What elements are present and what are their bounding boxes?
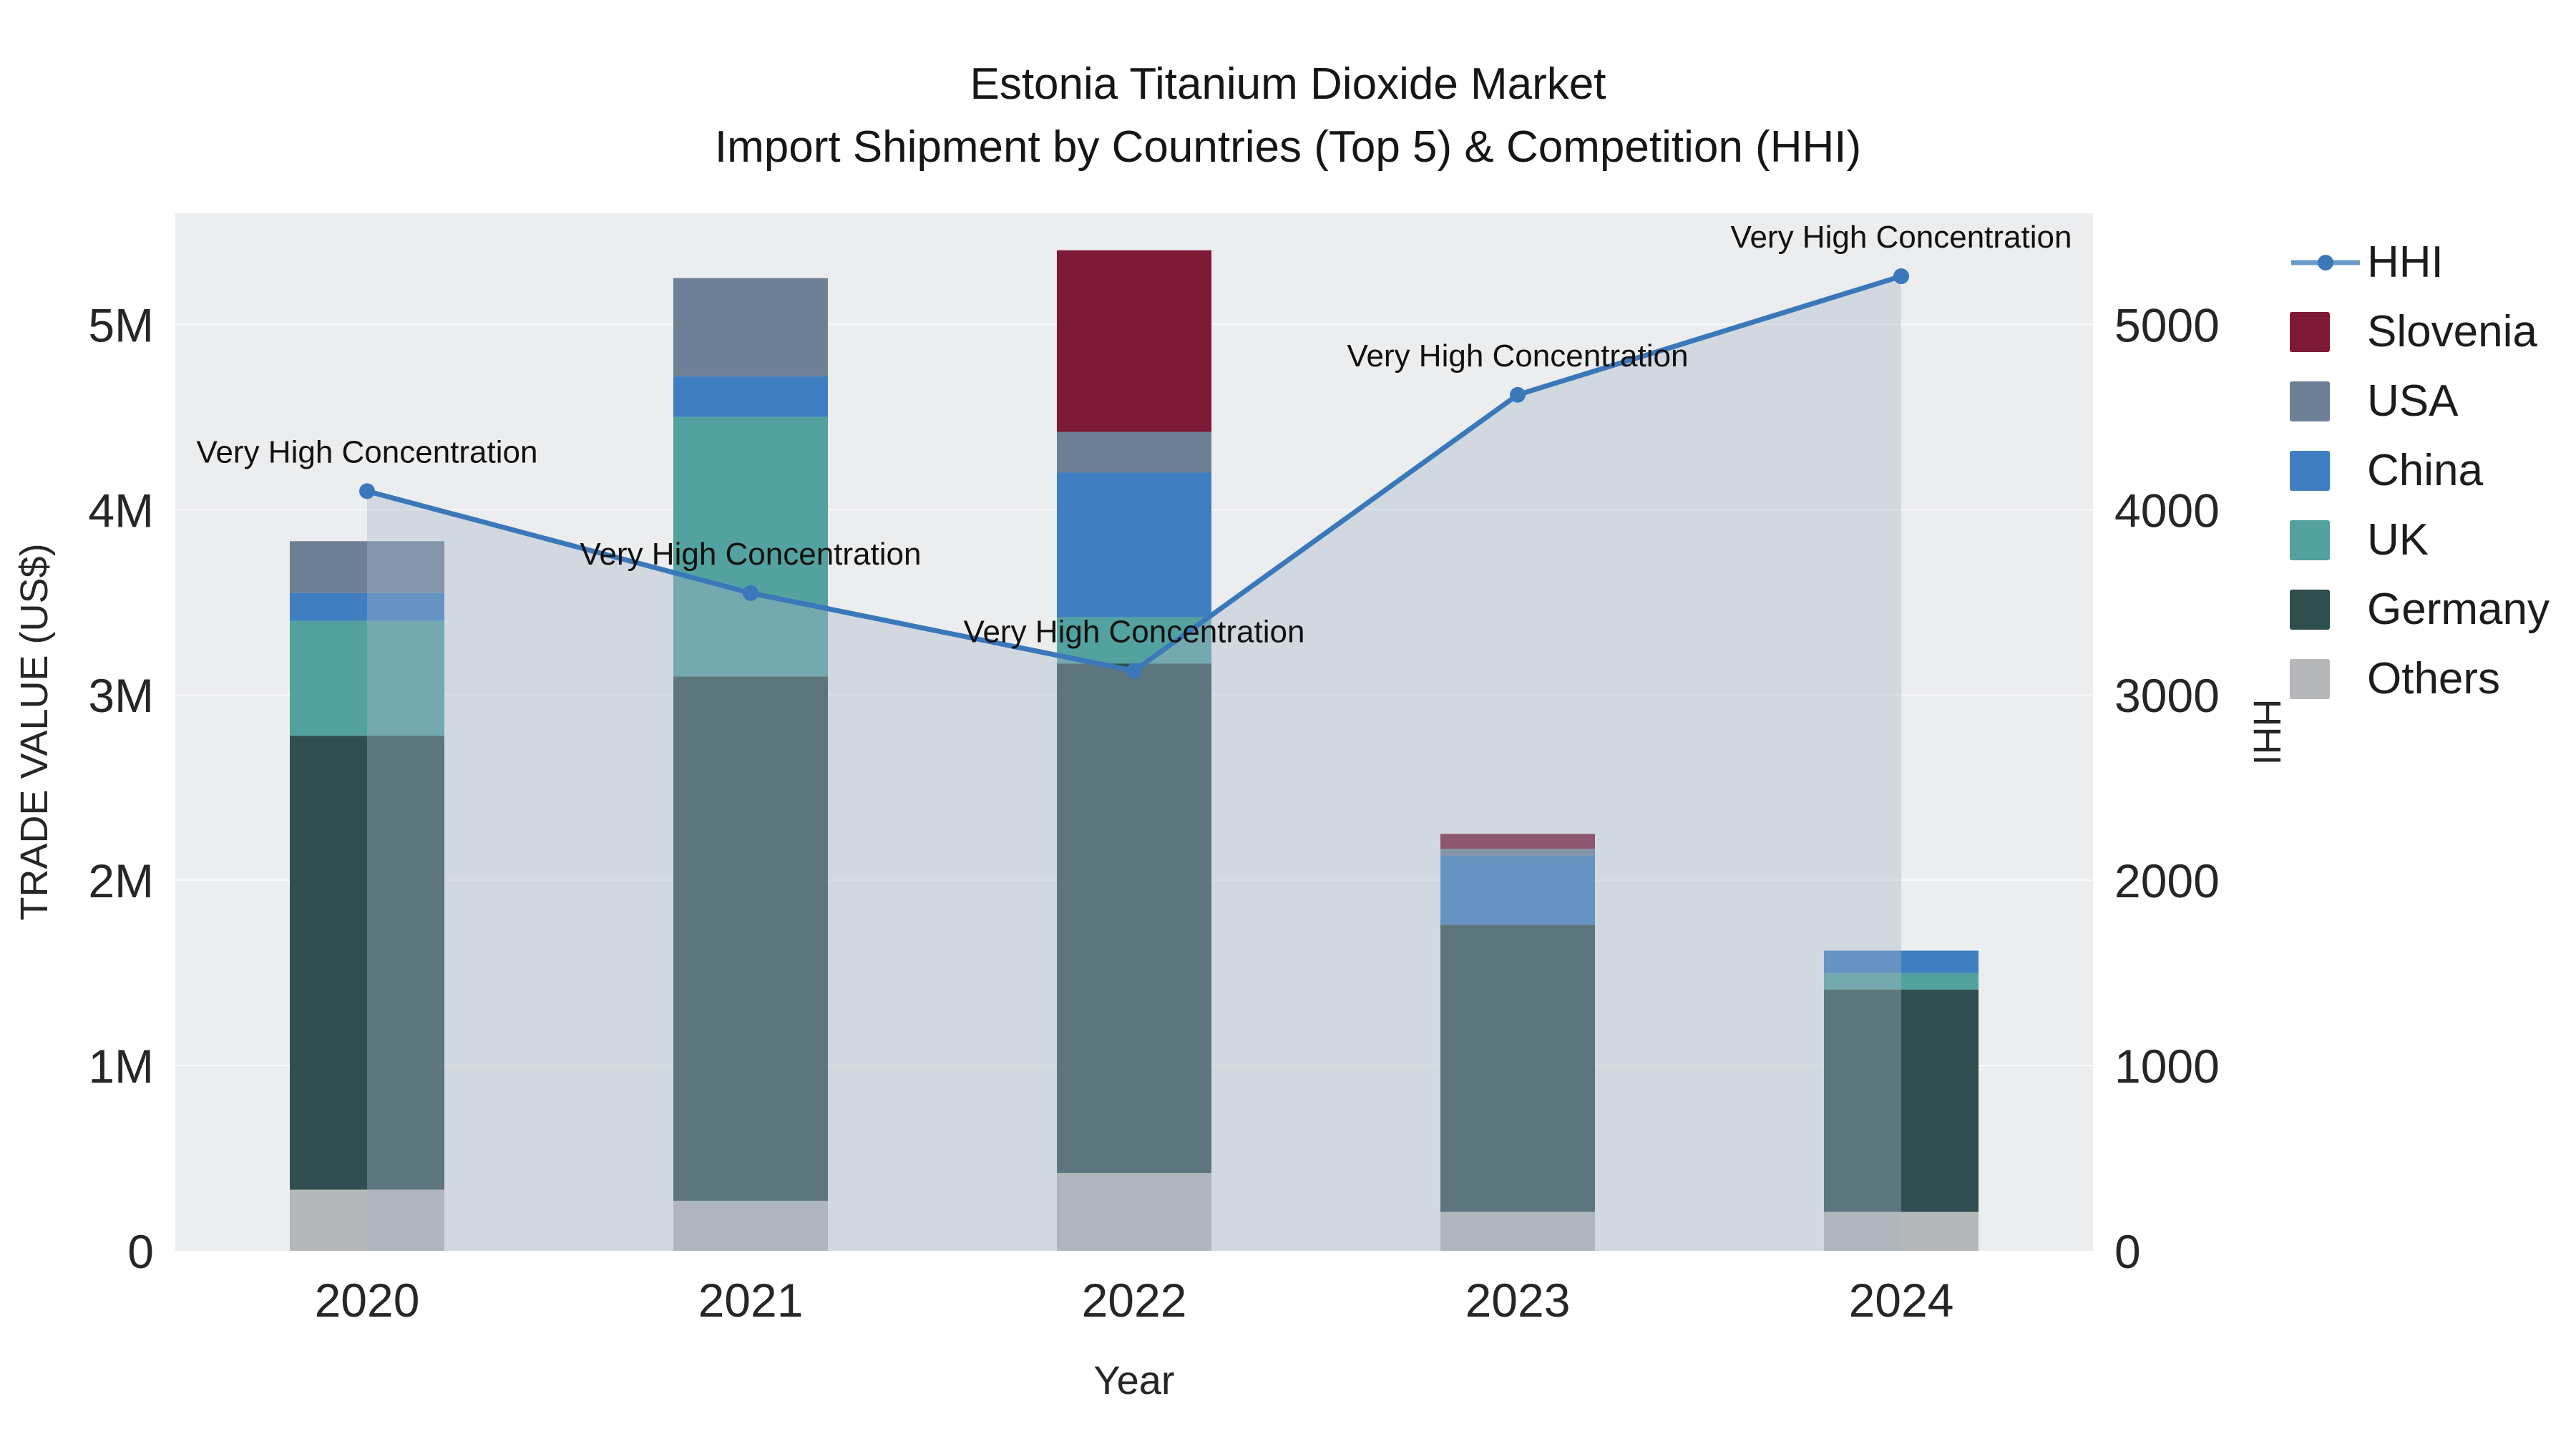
y-left-tick: 2M [88,854,154,907]
legend-item-china[interactable]: China [2290,436,2550,505]
legend-swatch-icon [2290,450,2330,491]
bar-usa-2022[interactable] [1057,431,1211,473]
legend-swatch-icon [2290,381,2330,421]
legend-line-marker-icon [2291,254,2360,270]
bar-germany-2022[interactable] [1057,663,1211,1174]
legend-item-usa[interactable]: USA [2290,366,2550,436]
legend-swatch-icon [2290,311,2330,352]
y-right-tick: 4000 [2114,484,2220,537]
bar-uk-2020[interactable] [290,620,444,736]
y-left-axis-label: TRADE VALUE (US$) [13,543,56,920]
x-tick-2020: 2020 [315,1274,420,1327]
hhi-marker-2020[interactable] [359,483,375,499]
y-right-tick: 1000 [2114,1040,2220,1093]
legend-swatch-box [2290,243,2367,283]
bar-others-2022[interactable] [1057,1173,1211,1251]
legend-swatch-box [2290,311,2367,352]
legend-swatch-box [2290,519,2367,560]
legend-label: HHI [2367,238,2444,287]
hhi-area [367,276,1901,1252]
bar-germany-2023[interactable] [1440,924,1595,1212]
bar-china-2023[interactable] [1440,856,1595,925]
hhi-annotation-2024: Very High Concentration [1731,220,2072,255]
legend-swatch-box [2290,589,2367,630]
y-right-tick: 0 [2114,1225,2141,1278]
legend-swatch-icon [2290,658,2330,699]
bar-usa-2021[interactable] [673,278,828,376]
y-right-tick: 3000 [2114,669,2220,722]
bar-usa-2023[interactable] [1440,849,1595,857]
legend-label: Germany [2367,585,2550,634]
legend-item-uk[interactable]: UK [2290,505,2550,575]
chart-title-line1: Estonia Titanium Dioxide Market [970,59,1606,109]
bar-uk-2024[interactable] [1824,972,1979,990]
hhi-marker-2024[interactable] [1893,268,1909,285]
x-tick-2024: 2024 [1849,1274,1954,1327]
y-right-tick: 2000 [2114,854,2220,907]
legend-label: UK [2367,515,2429,565]
legend-item-slovenia[interactable]: Slovenia [2290,297,2550,366]
x-tick-2022: 2022 [1082,1274,1187,1327]
legend-label: USA [2367,376,2459,426]
bar-usa-2020[interactable] [290,541,444,593]
legend-item-others[interactable]: Others [2290,644,2550,713]
legend-label: Slovenia [2367,307,2537,356]
bar-china-2024[interactable] [1824,950,1979,973]
bar-china-2021[interactable] [673,376,828,417]
bar-others-2021[interactable] [673,1201,828,1251]
legend-swatch-icon [2290,519,2330,560]
bar-others-2024[interactable] [1824,1211,1979,1251]
bar-china-2022[interactable] [1057,472,1211,618]
legend-label: Others [2367,654,2501,703]
bar-germany-2020[interactable] [290,736,444,1190]
chart-title-line2: Import Shipment by Countries (Top 5) & C… [714,122,1862,172]
bar-others-2020[interactable] [290,1189,444,1251]
x-axis-label: Year [1093,1357,1174,1402]
bar-others-2023[interactable] [1440,1211,1595,1251]
legend-item-hhi[interactable]: HHI [2290,228,2550,297]
x-tick-2021: 2021 [698,1274,804,1327]
y-left-tick: 0 [127,1225,154,1278]
hhi-annotation-2023: Very High Concentration [1347,338,1689,374]
x-tick-2023: 2023 [1465,1274,1571,1327]
bar-uk-2022[interactable] [1057,617,1211,664]
y-left-tick: 5M [88,298,154,351]
bar-uk-2021[interactable] [673,416,828,677]
chart-title: Estonia Titanium Dioxide Market Import S… [0,53,2576,179]
hhi-marker-2021[interactable] [743,585,758,601]
legend-swatch-box [2290,658,2367,699]
hhi-marker-2022[interactable] [1126,663,1142,679]
legend-swatch-box [2290,450,2367,491]
hhi-annotation-2020: Very High Concentration [197,434,538,469]
y-left-tick: 3M [88,669,154,722]
bar-germany-2024[interactable] [1824,989,1979,1212]
bar-slovenia-2022[interactable] [1057,250,1211,432]
hhi-annotation-2022: Very High Concentration [964,615,1305,650]
legend-swatch-box [2290,381,2367,421]
y-right-tick: 5000 [2114,298,2220,351]
y-left-tick: 4M [88,484,154,537]
legend-swatch-icon [2290,589,2330,630]
hhi-marker-2023[interactable] [1510,386,1526,403]
bar-slovenia-2023[interactable] [1440,834,1595,849]
hhi-annotation-2021: Very High Concentration [580,537,922,572]
y-right-axis-label: HHI [2245,699,2288,766]
bar-germany-2021[interactable] [673,676,828,1201]
legend-label: China [2367,446,2483,495]
bar-china-2020[interactable] [290,592,444,621]
legend: HHI Slovenia USA China UK Germany Others [2290,228,2550,713]
y-left-tick: 1M [88,1040,154,1093]
legend-item-germany[interactable]: Germany [2290,575,2550,644]
